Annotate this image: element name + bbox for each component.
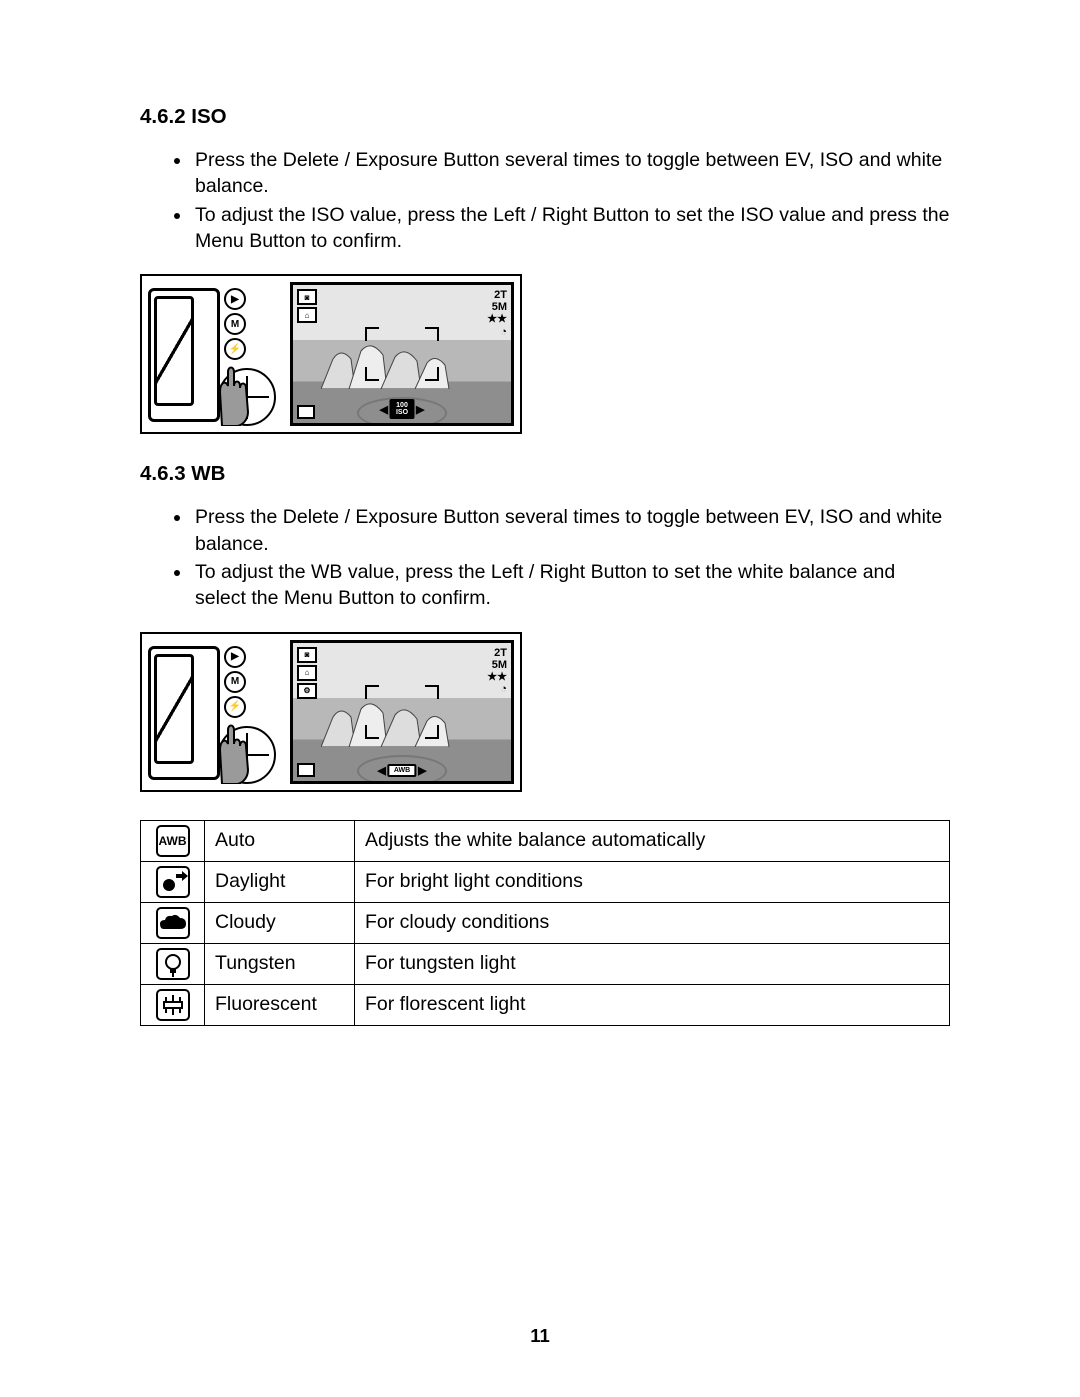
table-row: FluorescentFor florescent light <box>141 984 950 1025</box>
page-number: 11 <box>0 1325 1080 1347</box>
table-row: TungstenFor tungsten light <box>141 943 950 984</box>
menu-button-icon: M <box>224 671 246 693</box>
wb-desc-cell: For bright light conditions <box>355 861 950 902</box>
daylight-icon <box>156 866 190 898</box>
tungsten-icon <box>156 948 190 980</box>
bullet-text: To adjust the ISO value, press the Left … <box>192 202 950 255</box>
lcd-preview: ◙ ⌂ 2T 5M ★★ ◔ <box>290 282 514 426</box>
wb-name-cell: Auto <box>205 820 355 861</box>
timer-icon: ◔ <box>487 326 507 338</box>
battery-icon <box>297 405 315 419</box>
osd-pill-label: AWB <box>388 764 416 777</box>
flash-button-icon: ⚡ <box>224 696 246 718</box>
osd-value: ★★ <box>487 313 507 325</box>
dpad-icon <box>218 726 276 784</box>
illustration-wb: ▶ M ⚡ ◙ ⌂ ⚙ 2T 5M ★★ ◔ <box>140 632 950 792</box>
camera-mode-icon: ◙ <box>297 647 317 663</box>
record-button-icon: ▶ <box>224 646 246 668</box>
record-button-icon: ▶ <box>224 288 246 310</box>
wb-modes-table: AWB AutoAdjusts the white balance automat… <box>140 820 950 1026</box>
osd-value: 2T <box>487 647 507 659</box>
bullet-text: To adjust the WB value, press the Left /… <box>192 559 950 612</box>
right-arrow-icon: ▶ <box>418 764 426 777</box>
scene-icon: ⌂ <box>297 665 317 681</box>
cloudy-icon <box>156 907 190 939</box>
heading-iso: 4.6.2 ISO <box>140 105 950 129</box>
battery-icon <box>297 763 315 777</box>
camera-mode-icon: ◙ <box>297 289 317 305</box>
bullets-iso: Press the Delete / Exposure Button sever… <box>140 147 950 254</box>
wb-name-cell: Daylight <box>205 861 355 902</box>
wb-icon-cell <box>141 984 205 1025</box>
scene-landmark <box>321 697 471 747</box>
fluorescent-icon <box>156 989 190 1021</box>
scene-landmark <box>321 339 471 389</box>
bullet-text: Press the Delete / Exposure Button sever… <box>192 147 950 200</box>
osd-pill-label: 100 ISO <box>390 399 414 419</box>
dpad-icon <box>218 368 276 426</box>
wb-name-cell: Cloudy <box>205 902 355 943</box>
awb-icon: AWB <box>156 825 190 857</box>
osd-value: 5M <box>487 301 507 313</box>
wb-desc-cell: For cloudy conditions <box>355 902 950 943</box>
wb-name-cell: Tungsten <box>205 943 355 984</box>
menu-button-icon: M <box>224 313 246 335</box>
right-arrow-icon: ▶ <box>416 403 424 416</box>
wb-icon-cell <box>141 943 205 984</box>
table-row: AWB AutoAdjusts the white balance automat… <box>141 820 950 861</box>
iso-indicator: ◀ 100 ISO ▶ <box>380 399 425 419</box>
left-arrow-icon: ◀ <box>380 403 388 416</box>
timer-icon: ◔ <box>487 683 507 695</box>
flash-button-icon: ⚡ <box>224 338 246 360</box>
wb-desc-cell: Adjusts the white balance automatically <box>355 820 950 861</box>
wb-icon-cell <box>141 902 205 943</box>
table-row: DaylightFor bright light conditions <box>141 861 950 902</box>
illustration-iso: ▶ M ⚡ ◙ ⌂ 2T 5M ★★ ◔ <box>140 274 950 434</box>
wb-icon: ⚙ <box>297 683 317 699</box>
osd-value: 5M <box>487 659 507 671</box>
heading-wb: 4.6.3 WB <box>140 462 950 486</box>
osd-value: 2T <box>487 289 507 301</box>
camera-controls-drawing: ▶ M ⚡ <box>148 640 284 784</box>
scene-icon: ⌂ <box>297 307 317 323</box>
bullets-wb: Press the Delete / Exposure Button sever… <box>140 504 950 611</box>
camera-controls-drawing: ▶ M ⚡ <box>148 282 284 426</box>
table-row: CloudyFor cloudy conditions <box>141 902 950 943</box>
wb-name-cell: Fluorescent <box>205 984 355 1025</box>
left-arrow-icon: ◀ <box>377 764 385 777</box>
wb-icon-cell <box>141 861 205 902</box>
osd-value: ★★ <box>487 671 507 683</box>
wb-desc-cell: For tungsten light <box>355 943 950 984</box>
wb-indicator: ◀ AWB ▶ <box>377 764 426 777</box>
wb-desc-cell: For florescent light <box>355 984 950 1025</box>
bullet-text: Press the Delete / Exposure Button sever… <box>192 504 950 557</box>
lcd-preview: ◙ ⌂ ⚙ 2T 5M ★★ ◔ <box>290 640 514 784</box>
wb-icon-cell: AWB <box>141 820 205 861</box>
